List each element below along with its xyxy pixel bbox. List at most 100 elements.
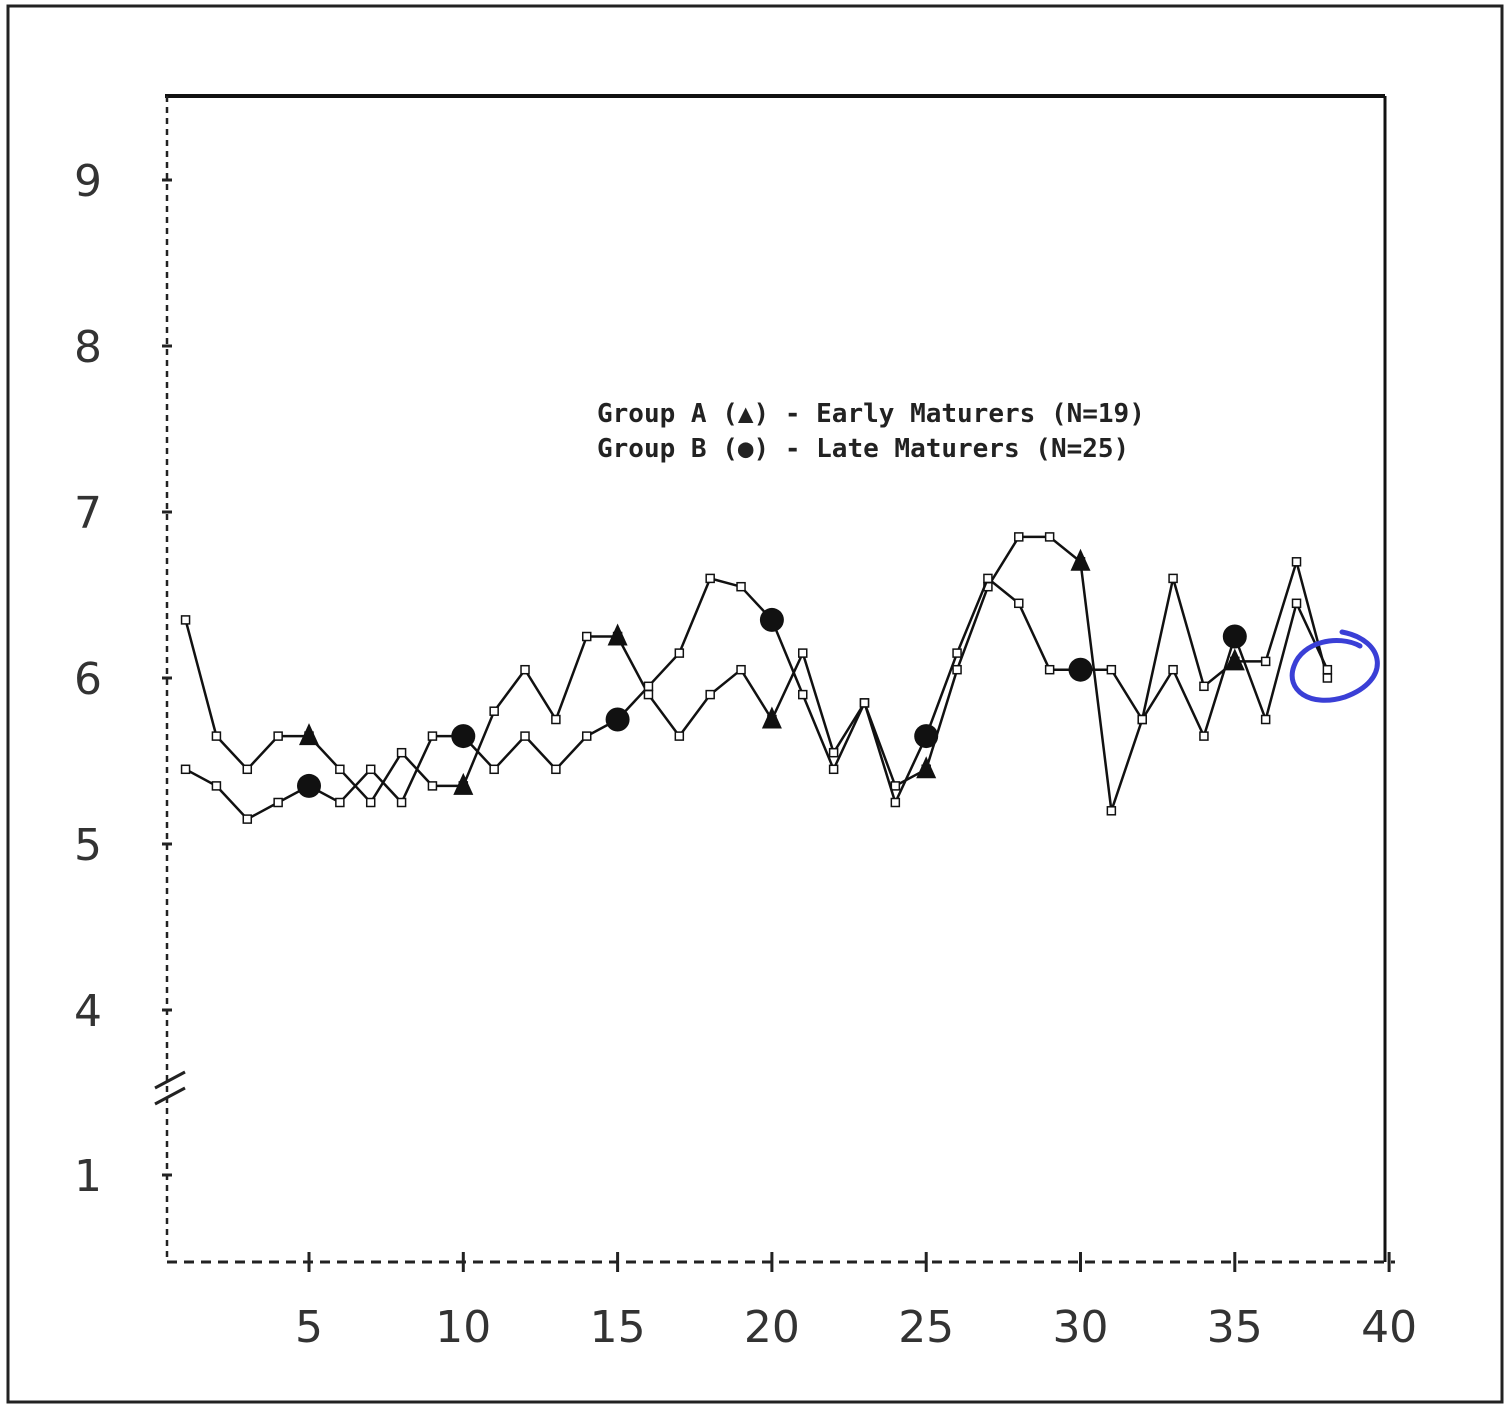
data-point-group-b: [890, 797, 901, 808]
x-tick-label: 20: [744, 1302, 800, 1353]
data-point-group-b: [1137, 714, 1147, 725]
group-b-circle-marker: [1068, 657, 1093, 682]
data-point-group-b: [1014, 598, 1024, 609]
y-tick-label: 1: [74, 1151, 102, 1202]
data-point-group-b: [1106, 664, 1117, 675]
data-point-group-b: [551, 764, 561, 775]
data-point-group-b: [705, 573, 715, 584]
group-a-triangle-marker: [1224, 648, 1245, 671]
y-axis-ticks: 1 4 5 6 7 8 9: [74, 156, 172, 1202]
y-tick-label: 4: [74, 986, 102, 1037]
data-point-group-a: [1044, 532, 1055, 542]
data-point-group-a: [1322, 673, 1333, 683]
data-point-group-a: [798, 648, 808, 658]
y-tick-label: 9: [74, 156, 102, 207]
data-point-group-a: [551, 714, 561, 725]
data-point-group-b: [335, 797, 345, 808]
group-a-triangle-marker: [761, 706, 782, 729]
x-tick-label: 35: [1207, 1302, 1263, 1353]
group-b-circle-marker: [451, 724, 476, 749]
data-point-group-a: [1168, 573, 1178, 584]
data-point-group-b: [798, 689, 808, 700]
data-point-group-b: [520, 731, 530, 741]
data-point-group-a: [1291, 557, 1302, 567]
data-point-group-a: [520, 664, 530, 675]
group-b-circle-marker: [914, 724, 939, 749]
data-point-group-b: [211, 781, 222, 791]
data-point-group-a: [643, 689, 654, 700]
data-point-group-b: [1260, 714, 1271, 725]
data-point-group-b: [242, 814, 253, 824]
y-tick-label: 6: [74, 654, 102, 705]
data-point-group-b: [1291, 598, 1302, 609]
data-point-group-b: [365, 764, 376, 775]
group-a-triangle-marker: [299, 723, 319, 746]
data-point-group-a: [242, 764, 253, 775]
data-point-group-a: [180, 615, 191, 625]
data-point-group-a: [273, 731, 283, 741]
group-a-triangle-marker: [607, 623, 628, 646]
group-a-triangle-marker: [453, 772, 474, 795]
y-tick-label: 5: [74, 820, 102, 871]
data-point-group-a: [211, 731, 222, 741]
data-point-group-a: [396, 747, 407, 758]
data-point-group-b: [983, 573, 993, 584]
data-point-group-a: [1260, 656, 1271, 667]
x-axis-ticks: 5 10 15 20 25 30 35 40: [295, 1252, 1417, 1353]
data-point-group-a: [581, 631, 592, 642]
group-b-circle-marker: [1222, 624, 1247, 649]
data-point-group-b: [273, 797, 283, 808]
group-b-circle-marker: [605, 707, 630, 732]
group-a-triangle-marker: [1070, 548, 1091, 571]
data-point-group-a: [365, 797, 376, 808]
data-point-group-b: [859, 698, 870, 708]
data-point-group-b: [643, 681, 654, 692]
series-line-group-b: [185, 576, 1329, 821]
data-point-group-b: [180, 764, 191, 775]
group-b-circle-marker: [297, 773, 321, 798]
y-axis-break-marks: [154, 1070, 186, 1106]
data-point-group-a: [1014, 532, 1024, 542]
data-point-group-b: [1168, 664, 1178, 675]
data-point-group-a: [1199, 681, 1209, 692]
x-tick-label: 25: [898, 1302, 954, 1353]
group-b-circle-marker: [759, 607, 784, 632]
data-point-group-b: [581, 731, 592, 741]
data-point-group-b: [1044, 664, 1055, 675]
page-frame: [6, 4, 1504, 1404]
x-tick-label: 10: [435, 1302, 491, 1353]
data-point-group-b: [736, 581, 746, 592]
x-tick-label: 30: [1053, 1302, 1109, 1353]
hand-drawn-circle-annotation: [1289, 629, 1380, 703]
x-tick-label: 15: [590, 1302, 646, 1353]
data-series: [180, 532, 1333, 824]
data-point-group-b: [489, 764, 499, 775]
group-a-triangle-marker: [916, 756, 937, 779]
y-tick-label: 8: [74, 322, 102, 373]
data-point-group-b: [1199, 731, 1209, 741]
data-point-group-b: [396, 797, 407, 808]
x-tick-label: 5: [295, 1302, 323, 1353]
data-point-group-b: [952, 648, 962, 658]
data-point-group-a: [1106, 806, 1117, 816]
data-point-group-a: [952, 664, 962, 675]
data-point-group-a: [705, 689, 715, 700]
data-point-group-a: [489, 706, 499, 716]
data-point-group-a: [674, 731, 685, 741]
y-tick-label: 7: [74, 488, 102, 539]
data-point-group-a: [335, 764, 345, 775]
data-point-group-b: [1322, 664, 1333, 675]
data-point-group-b: [427, 731, 438, 741]
data-point-group-a: [890, 781, 901, 791]
series-line-group-a: [184, 535, 1329, 812]
data-point-group-a: [828, 747, 839, 758]
legend-entry-group-b: Group B (●) - Late Maturers (N=25): [597, 434, 1129, 464]
data-point-group-b: [828, 764, 839, 775]
data-point-group-a: [427, 781, 438, 791]
x-tick-label: 40: [1361, 1302, 1417, 1353]
series-group-b: [180, 573, 1333, 824]
data-point-group-a: [736, 664, 746, 675]
legend-entry-group-a: Group A (▲) - Early Maturers (N=19): [597, 399, 1145, 429]
data-point-group-b: [674, 648, 685, 658]
